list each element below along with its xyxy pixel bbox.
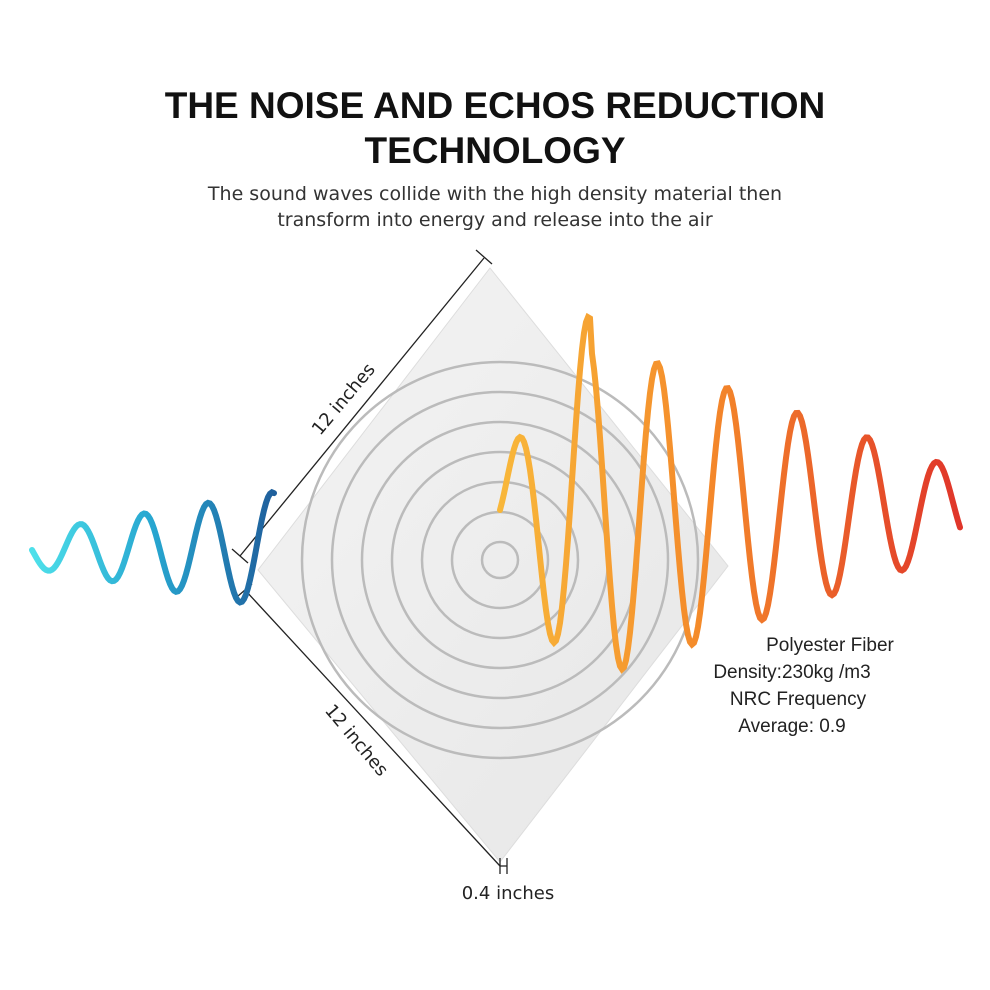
subtitle: transform into energy and release into t… [277, 209, 713, 231]
panel [257, 267, 729, 863]
incoming-wave [29, 488, 277, 606]
outgoing-wave [497, 312, 963, 674]
title: TECHNOLOGY [364, 130, 625, 171]
spec-line: Density:230kg /m3 [713, 662, 870, 683]
ring [420, 480, 580, 640]
ring [330, 390, 670, 730]
dimension-label: 0.4 inches [462, 883, 555, 904]
ring [480, 540, 520, 580]
subtitle: The sound waves collide with the high de… [207, 183, 782, 205]
title: THE NOISE AND ECHOS REDUCTION [165, 85, 826, 126]
spec-line: Average: 0.9 [738, 716, 845, 737]
spec-line: NRC Frequency [730, 689, 867, 710]
ring [300, 360, 700, 760]
spec-line: Polyester Fiber [766, 635, 894, 656]
